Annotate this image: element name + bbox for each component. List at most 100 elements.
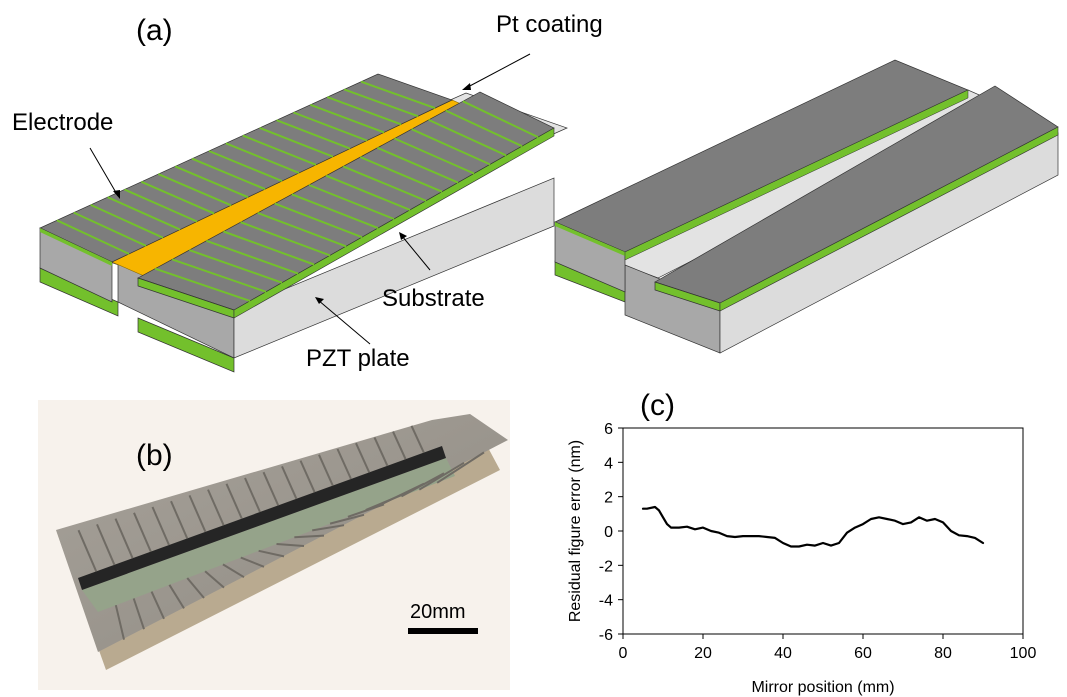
residual-error-line (641, 505, 985, 548)
panel-a-plain-mirror (554, 59, 1059, 354)
y-tick-label: -4 (599, 593, 613, 610)
photo-segment-divider (240, 556, 265, 568)
panel-a-patterned-mirror (39, 53, 568, 373)
right-row-end (233, 127, 555, 319)
photo-segment-divider (276, 543, 305, 547)
electrode-segment-divider (308, 184, 395, 220)
electrode-segment-divider (73, 211, 147, 247)
photo-segment-divider (355, 442, 371, 473)
photo-segment-divider (151, 506, 170, 546)
electrode-segment-divider (223, 230, 315, 266)
scale-bar (408, 628, 478, 634)
y-axis-title: Residual figure error (nm) (567, 440, 584, 622)
x-tick-label: 80 (934, 645, 952, 662)
photo-segment-divider (299, 460, 316, 493)
photo-segment-divider (225, 483, 243, 520)
electrode-segment-divider (191, 157, 266, 191)
callout-arrowheads (113, 83, 471, 304)
photo-segment-divider (114, 518, 134, 559)
photo-segment-divider (170, 500, 189, 539)
electrode-segment-divider (171, 258, 267, 293)
electrode-segment-divider (154, 267, 251, 302)
y-tick-label: 6 (604, 421, 613, 438)
plain-left-electrode-inner-edge (624, 89, 969, 261)
electrode-segment-divider (342, 165, 427, 202)
x-tick-label: 100 (1010, 645, 1037, 662)
electrode-segment-divider (276, 119, 351, 150)
photo-segment-divider (132, 598, 145, 630)
electrode-segment-divider (56, 219, 130, 255)
photo-segment-divider (222, 563, 245, 579)
electrode-segment-divider (208, 150, 283, 182)
electrode-segment-divider (157, 173, 232, 207)
photo-segment-divider (244, 477, 261, 513)
substrate-arrowhead (399, 232, 407, 240)
panel-b-label: (b) (136, 439, 173, 472)
y-tick-label: 4 (604, 455, 613, 472)
panel-a-label: (a) (136, 14, 173, 47)
electrode-segment-divider (360, 80, 436, 110)
plain-right-electrode-end (719, 126, 1059, 312)
photo-segment-divider (318, 454, 334, 487)
photo-segment-divider (133, 512, 152, 552)
photo-segment-divider (207, 489, 225, 526)
scale-bar-label: 20mm (410, 601, 466, 623)
plain-left-electrode-front (554, 221, 626, 293)
electrode-segment-divider (377, 146, 459, 184)
electrode-segment-divider (141, 180, 215, 215)
panel-b-photo (38, 400, 510, 690)
pzt-plate-arrow (317, 299, 371, 345)
photo-segment-divider (186, 577, 205, 599)
right-electrode-segments (154, 100, 539, 302)
photo-segment-divider (294, 534, 325, 539)
electrode-segment-divider (394, 137, 475, 175)
electrode-segment-divider (206, 239, 299, 275)
photo-green-strip (82, 458, 455, 612)
plot-frame (622, 427, 1024, 635)
electrode-segment-divider (188, 249, 283, 284)
photo-segment-divider (150, 591, 165, 620)
electrode-segment-divider (225, 142, 300, 174)
electrode-segment-divider (428, 118, 507, 157)
electrode-segment-divider (293, 111, 368, 142)
electrode-segment-divider (124, 188, 198, 223)
photo-dark-groove (78, 446, 446, 590)
photo-segment-divider (114, 604, 125, 640)
photo-segment-divider (347, 503, 385, 518)
electrode-segment-divider (174, 165, 249, 199)
photo-segment-divider (262, 471, 280, 506)
photo-segment-divider (77, 529, 98, 572)
electrode-segment-divider (359, 156, 443, 193)
pzt-plate-arrowhead (315, 297, 324, 304)
electrode-segment-divider (411, 128, 491, 166)
electrode-segment-divider (107, 196, 181, 231)
photo-segment-divider (373, 436, 389, 467)
photo-segment-divider (312, 524, 345, 532)
photo-segment-divider (329, 513, 365, 525)
photo-segment-divider (418, 461, 465, 491)
photo-segment-divider (96, 524, 116, 566)
left-electrode-segments (56, 80, 436, 255)
electrode-arrow (89, 147, 119, 197)
photo-segment-divider (400, 472, 445, 498)
electrode-segment-divider (274, 202, 363, 239)
photo-segment-divider (258, 549, 285, 558)
x-tick-label: 60 (854, 645, 872, 662)
photo-segment-divider (188, 494, 207, 533)
y-tick-label: -6 (599, 627, 613, 644)
photo-segment-divider (392, 431, 407, 460)
y-tick-label: 0 (604, 524, 613, 541)
electrode-segment-divider (343, 88, 419, 118)
electrode-segment-divider (326, 96, 402, 126)
x-tick-label: 40 (774, 645, 792, 662)
pt-coating-arrow (465, 53, 531, 89)
substrate-right-side (233, 177, 555, 359)
electrode-segment-divider (445, 109, 523, 148)
electrode-segment-divider (242, 134, 317, 166)
y-tick-label: -2 (599, 558, 613, 575)
callout-arrows (89, 53, 531, 345)
photo-segment-divider (336, 448, 352, 480)
